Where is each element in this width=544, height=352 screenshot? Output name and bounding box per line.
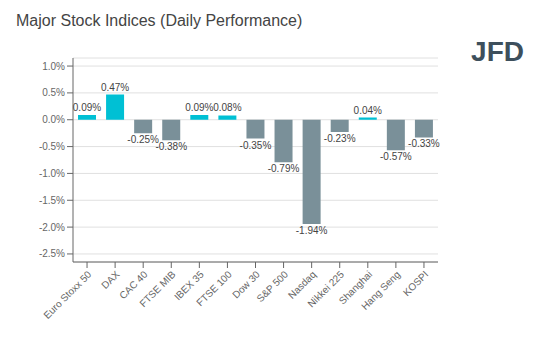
svg-text:S&P 500: S&P 500 (254, 268, 290, 304)
svg-text:-0.5%: -0.5% (39, 141, 65, 152)
svg-text:0.0%: 0.0% (42, 114, 65, 125)
svg-text:-0.38%: -0.38% (155, 141, 187, 152)
svg-text:-2.0%: -2.0% (39, 222, 65, 233)
svg-text:Nasdaq: Nasdaq (285, 268, 319, 301)
svg-text:Shanghai: Shanghai (336, 268, 375, 307)
svg-text:0.5%: 0.5% (42, 87, 65, 98)
svg-text:FTSE MIB: FTSE MIB (137, 268, 178, 309)
svg-text:0.47%: 0.47% (101, 82, 129, 93)
svg-text:Hang Seng: Hang Seng (359, 269, 402, 312)
svg-text:0.08%: 0.08% (213, 102, 241, 113)
svg-text:DAX: DAX (99, 268, 122, 291)
svg-text:0.09%: 0.09% (185, 102, 213, 113)
svg-text:CAC 40: CAC 40 (117, 268, 150, 302)
svg-text:-0.23%: -0.23% (324, 133, 356, 144)
svg-text:-1.94%: -1.94% (296, 225, 328, 236)
svg-text:0.09%: 0.09% (73, 102, 101, 113)
svg-text:-1.5%: -1.5% (39, 195, 65, 206)
svg-text:Nikkei 225: Nikkei 225 (305, 268, 347, 310)
svg-text:KOSPI: KOSPI (401, 269, 430, 298)
svg-text:-0.79%: -0.79% (268, 163, 300, 174)
svg-text:-1.0%: -1.0% (39, 168, 65, 179)
svg-text:FTSE 100: FTSE 100 (194, 268, 234, 308)
svg-text:-0.57%: -0.57% (380, 151, 412, 162)
svg-text:-0.33%: -0.33% (408, 138, 440, 149)
svg-text:-2.5%: -2.5% (39, 248, 65, 259)
html-text:JFD: JFD (471, 36, 524, 67)
svg-text:IBEX 35: IBEX 35 (172, 268, 206, 303)
html-text:Major Stock Indices (Daily Per: Major Stock Indices (Daily Performance) (16, 12, 303, 29)
svg-text:Euro Stoxx 50: Euro Stoxx 50 (41, 268, 94, 321)
svg-text:1.0%: 1.0% (42, 61, 65, 72)
svg-text:Dow 30: Dow 30 (230, 268, 262, 301)
svg-text:0.04%: 0.04% (354, 105, 382, 116)
svg-text:-0.25%: -0.25% (127, 134, 159, 145)
svg-text:-0.35%: -0.35% (240, 140, 272, 151)
